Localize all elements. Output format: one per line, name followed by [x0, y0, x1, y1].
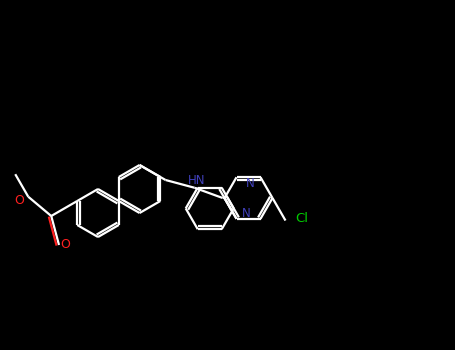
Text: Cl: Cl [295, 212, 308, 225]
Text: N: N [246, 177, 255, 190]
Text: O: O [15, 194, 24, 207]
Text: N: N [242, 207, 251, 220]
Text: HN: HN [188, 174, 205, 187]
Text: O: O [60, 238, 70, 252]
